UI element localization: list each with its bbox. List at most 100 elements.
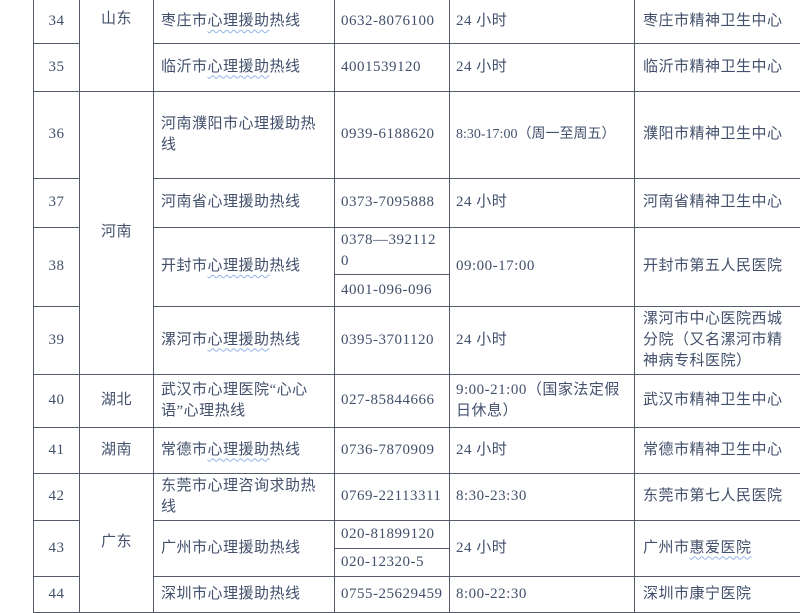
institution-cell: 枣庄市精神卫生中心: [635, 0, 800, 43]
institution-cell: 广州市惠爱医院: [635, 520, 800, 576]
hotline-name-cell: 河南省心理援助热线: [154, 178, 335, 227]
hours-cell: 24 小时: [450, 427, 635, 473]
row-number-cell: 38: [34, 227, 80, 306]
phone-cell: 0939-6188620: [335, 91, 450, 178]
institution-cell: 深圳市康宁医院: [635, 576, 800, 612]
hotline-name-segment: 枣庄市: [161, 13, 208, 29]
hotline-name-cell: 开封市心理援助热线: [154, 227, 335, 306]
phone-cell: 0736-7870909: [335, 427, 450, 473]
hotline-name-cell: 临沂市心理援助热线: [154, 43, 335, 91]
row-number-cell: 37: [34, 178, 80, 227]
hours-cell: 8:00-22:30: [450, 576, 635, 612]
table-row: 36 河南 河南濮阳市心理援助热线 0939-6188620 8:30-17:0…: [34, 91, 800, 178]
institution-segment: 常德市精神卫生中心: [643, 442, 783, 458]
hotline-name-cell: 枣庄市心理援助热线: [154, 0, 335, 43]
hotline-name-cell: 武汉市心理医院“心心语”心理热线: [154, 374, 335, 427]
row-number-cell: 39: [34, 306, 80, 374]
phone-cell: 0632-8076100: [335, 0, 450, 43]
institution-segment: 临沂市精神卫生中心: [643, 59, 783, 75]
hotline-name-segment: 热线: [270, 258, 301, 274]
province-cell: 广东: [80, 473, 154, 612]
hotline-name-cell: 深圳市心理援助热线: [154, 576, 335, 612]
province-cell: 湖北: [80, 374, 154, 427]
hours-cell: 09:00-17:00: [450, 227, 635, 306]
row-number-cell: 35: [34, 43, 80, 91]
institution-cell: 漯河市中心医院西城分院（又名漯河市精神病专科医院）: [635, 306, 800, 374]
hotline-name-segment: 心理援助: [208, 258, 270, 274]
hours-cell: 24 小时: [450, 520, 635, 576]
phone-cell: 020-81899120: [335, 520, 450, 548]
hours-cell: 9:00-21:00（国家法定假日休息）: [450, 374, 635, 427]
province-cell: 河南: [80, 91, 154, 374]
hotline-name-segment: 心理援助: [208, 442, 270, 458]
institution-cell: 濮阳市精神卫生中心: [635, 91, 800, 178]
row-number-cell: 36: [34, 91, 80, 178]
row-number-cell: 44: [34, 576, 80, 612]
hotline-name-cell: 漯河市心理援助热线: [154, 306, 335, 374]
hotline-name-cell: 东莞市心理咨询求助热线: [154, 473, 335, 520]
hotline-name-segment: 开封市: [161, 258, 208, 274]
phone-cell: 4001-096-096: [335, 274, 450, 306]
hotline-name-segment: 河南省心理援助热线: [161, 194, 301, 210]
hotline-name-segment: 心理援助: [208, 13, 270, 29]
hotline-table: 34 山东 枣庄市心理援助热线 0632-8076100 24 小时 枣庄市精神…: [33, 0, 800, 613]
hotline-name-segment: 热线: [270, 442, 301, 458]
province-cell: 湖南: [80, 427, 154, 473]
institution-segment: 漯河市中心医院西城分院（又名漯河市精神病专科医院）: [643, 311, 783, 369]
phone-cell: 4001539120: [335, 43, 450, 91]
row-number-cell: 43: [34, 520, 80, 576]
institution-segment: 惠爱医院: [690, 540, 752, 556]
phone-cell: 0378—3921120: [335, 227, 450, 274]
hotline-name-segment: 热线: [270, 13, 301, 29]
hotline-name-cell: 河南濮阳市心理援助热线: [154, 91, 335, 178]
hours-cell: 24 小时: [450, 178, 635, 227]
hours-cell: 24 小时: [450, 306, 635, 374]
phone-cell: 027-85844666: [335, 374, 450, 427]
hotline-name-segment: 热线: [270, 59, 301, 75]
hotline-name-segment: 热线: [270, 332, 301, 348]
row-number-cell: 40: [34, 374, 80, 427]
institution-segment: 武汉市精神卫生中心: [643, 392, 783, 408]
table-row: 42 广东 东莞市心理咨询求助热线 0769-22113311 8:30-23:…: [34, 473, 800, 520]
institution-segment: 深圳市康宁医院: [643, 586, 752, 602]
hotline-name-cell: 广州市心理援助热线: [154, 520, 335, 576]
hotline-name-segment: 常德市: [161, 442, 208, 458]
table-row: 40 湖北 武汉市心理医院“心心语”心理热线 027-85844666 9:00…: [34, 374, 800, 427]
institution-cell: 常德市精神卫生中心: [635, 427, 800, 473]
hotline-name-segment: 河南濮阳市心理援助热线: [161, 116, 316, 153]
hotline-name-segment: 东莞市心理咨询求助热线: [161, 478, 316, 515]
hotline-name-segment: 深圳市心理援助热线: [161, 586, 301, 602]
institution-segment: 广州市: [643, 540, 690, 556]
hotline-name-segment: 武汉市心理医院“心心语”心理热线: [161, 382, 308, 419]
row-number-cell: 41: [34, 427, 80, 473]
hotline-name-segment: 心理援助: [208, 332, 270, 348]
institution-segment: 枣庄市精神卫生中心: [643, 13, 783, 29]
hours-cell: 24 小时: [450, 0, 635, 43]
institution-segment: 河南省精神卫生中心: [643, 194, 783, 210]
phone-cell: 0373-7095888: [335, 178, 450, 227]
institution-segment: 开封市第五人民医院: [643, 258, 783, 274]
row-number-cell: 42: [34, 473, 80, 520]
institution-cell: 东莞市第七人民医院: [635, 473, 800, 520]
institution-cell: 河南省精神卫生中心: [635, 178, 800, 227]
table-row: 41 湖南 常德市心理援助热线 0736-7870909 24 小时 常德市精神…: [34, 427, 800, 473]
institution-cell: 武汉市精神卫生中心: [635, 374, 800, 427]
province-cell: 山东: [80, 0, 154, 91]
hotline-name-segment: 心理援助: [208, 59, 270, 75]
institution-cell: 临沂市精神卫生中心: [635, 43, 800, 91]
hotline-name-segment: 临沂市: [161, 59, 208, 75]
hotline-name-segment: 漯河市: [161, 332, 208, 348]
institution-segment: 东莞市第七人民医院: [643, 488, 783, 504]
table-row: 34 山东 枣庄市心理援助热线 0632-8076100 24 小时 枣庄市精神…: [34, 0, 800, 43]
hours-cell: 8:30-23:30: [450, 473, 635, 520]
hotline-name-segment: 广州市心理援助热线: [161, 540, 301, 556]
institution-cell: 开封市第五人民医院: [635, 227, 800, 306]
hours-cell: 8:30-17:00（周一至周五）: [450, 91, 635, 178]
hotline-name-cell: 常德市心理援助热线: [154, 427, 335, 473]
phone-cell: 0395-3701120: [335, 306, 450, 374]
phone-cell: 0769-22113311: [335, 473, 450, 520]
row-number-cell: 34: [34, 0, 80, 43]
institution-segment: 濮阳市精神卫生中心: [643, 126, 783, 142]
hours-cell: 24 小时: [450, 43, 635, 91]
phone-cell: 0755-25629459: [335, 576, 450, 612]
